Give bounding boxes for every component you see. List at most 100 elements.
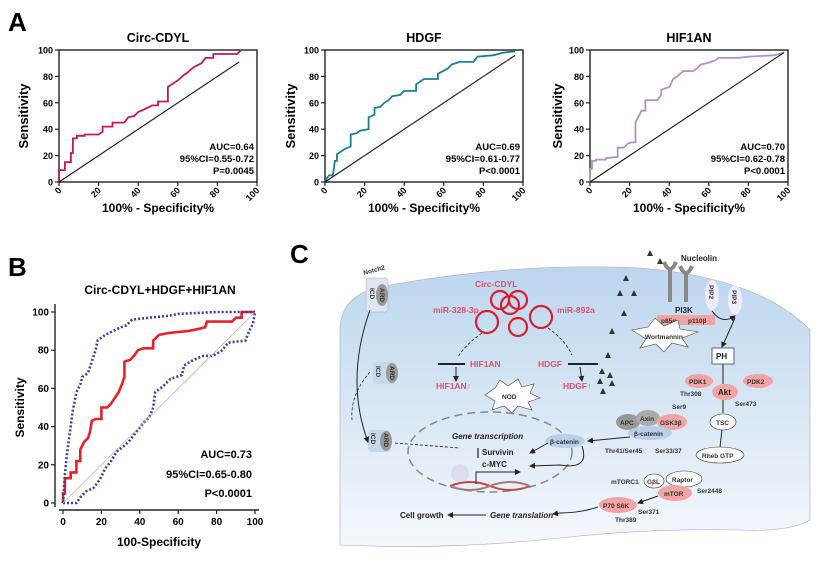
y-tick-label: 60: [309, 98, 319, 108]
gene-transcription-label: Gene transcription: [452, 432, 523, 441]
x-tick-label: 60: [168, 185, 182, 199]
axin-label: Axin: [640, 416, 654, 423]
nucleolin-ligands: [597, 250, 663, 394]
ser473-label: Ser473: [735, 401, 757, 408]
x-axis-label: 100% - Specificity%: [368, 201, 480, 215]
notch2-receptor: Notch2 ICD ARD: [363, 264, 389, 313]
y-tick-label: 20: [38, 460, 50, 471]
roc-chart-hif1an: HIF1AN 0 20 40 60 80 100 0 20 40 60 80 100 100% - Spe…: [550, 31, 792, 215]
nucleolin-receptors: [662, 261, 694, 302]
x-tick-label: 80: [474, 185, 488, 199]
y-tick-label: 80: [309, 72, 319, 82]
y-tick-label: 40: [38, 422, 50, 433]
nucleus: [407, 411, 573, 493]
x-tick-label: 60: [173, 517, 185, 528]
mtor-label: mTOR: [664, 491, 684, 498]
bcatenin-complex-label: β-catenin: [634, 431, 663, 438]
x-tick-label: 60: [699, 185, 713, 199]
x-tick-label: 0: [584, 185, 595, 196]
x-tick-label: 0: [53, 185, 64, 196]
p85-label: p85α: [661, 318, 676, 325]
hdgf-up-label: HDGF↑: [563, 381, 591, 391]
ser33-label: Ser33/37: [655, 448, 682, 455]
pathway-diagram: Notch2 ICD ARD ICD ARD ICD ARD Circ-CDYL…: [339, 250, 811, 547]
panel-label-a: A: [8, 7, 27, 37]
roc-chart-combined: Circ-CDYL+HDGF+HIF1AN 0 20 40 60 80 100 0 20 40 60…: [13, 283, 264, 549]
ph-label: PH: [716, 352, 727, 361]
roc-series-ci-lower: [63, 311, 257, 505]
gsk3b-label: GSK3β: [660, 420, 682, 427]
bcatenin-free-label: β-catenin: [550, 439, 579, 446]
y-tick-label: 20: [43, 151, 53, 161]
hdgf-label: HDGF: [538, 359, 562, 369]
x-tick-label: 0: [60, 517, 66, 528]
y-tick-label: 0: [48, 178, 53, 188]
y-tick-label: 40: [43, 125, 53, 135]
pip2-label: PIP2: [707, 285, 714, 299]
stat-label: AUC=0.69: [475, 142, 520, 153]
roc-series-reference: [589, 52, 785, 183]
y-tick-label: 80: [43, 72, 53, 82]
panel-label-c: C: [290, 239, 309, 269]
y-tick-label: 0: [314, 178, 319, 188]
y-tick-label: 80: [38, 346, 50, 357]
circ-cdyl-rings: [474, 289, 554, 338]
icd-label: ICD: [368, 288, 375, 300]
x-axis-label: 100% - Specificity%: [633, 201, 745, 215]
y-axis-label: Sensitivity: [13, 377, 27, 437]
pdk2-label: PDK2: [747, 379, 765, 386]
x-tick-label: 40: [659, 185, 673, 199]
wortmannin-burst: [631, 317, 700, 353]
hif1an-label: HIF1AN: [470, 359, 501, 369]
y-tick-label: 0: [43, 499, 49, 510]
chart-title: Circ-CDYL+HDGF+HIF1AN: [84, 283, 235, 297]
x-tick-label: 60: [434, 185, 448, 199]
ard-label-2: ARD: [388, 366, 395, 380]
roc-series-reference: [58, 61, 240, 183]
roc-series-step: [58, 49, 242, 182]
circ-cdyl-label: Circ-CDYL: [475, 279, 518, 289]
x-tick-label: 80: [208, 185, 222, 199]
x-tick-label: 100: [510, 185, 528, 203]
notch-icd-cytoplasm: ICD ARD: [373, 362, 398, 384]
rheb-label: Rheb GTP: [702, 453, 734, 460]
icd-label-2: ICD: [374, 366, 381, 378]
ser371-label: Ser371: [638, 509, 660, 516]
cmyc-label: c-MYC: [482, 460, 507, 469]
y-tick-label: 60: [38, 384, 50, 395]
y-tick-label: 20: [309, 151, 319, 161]
nod-label: NOD: [502, 394, 517, 401]
x-tick-label: 20: [96, 517, 108, 528]
x-tick-label: 40: [134, 517, 146, 528]
nucleolin-label: Nucleolin: [681, 254, 717, 263]
stat-label: P<0.0001: [744, 166, 786, 177]
y-axis-label: Sensitivity: [283, 83, 298, 149]
plot-frame: [58, 49, 258, 183]
chart-title: HIF1AN: [666, 31, 711, 45]
y-tick-label: 100: [569, 46, 584, 56]
x-tick-label: 40: [128, 185, 142, 199]
roc-series-ci-upper: [61, 310, 255, 504]
x-tick-label: 20: [355, 185, 369, 199]
hif1an-up-label: HIF1AN↑: [436, 381, 471, 391]
mtorc1-label: mTORC1: [611, 479, 639, 486]
pdk1-label: PDK1: [689, 379, 707, 386]
apc-label: APC: [620, 420, 634, 427]
x-tick-label: 0: [319, 185, 330, 196]
x-tick-label: 40: [394, 185, 408, 199]
roc-series-step: [324, 50, 516, 183]
x-tick-label: 100: [247, 517, 264, 528]
ser2448-label: Ser2448: [697, 488, 722, 495]
y-tick-label: 0: [579, 178, 584, 188]
y-tick-label: 60: [43, 98, 53, 108]
notch-icd-nucleus: ICD ARD: [368, 430, 392, 452]
x-tick-label: 100: [775, 185, 793, 203]
x-tick-label: 20: [89, 185, 103, 199]
wortmannin-label: Wortmannin: [645, 334, 683, 341]
gene-translation-label: Gene translation: [490, 511, 553, 520]
thr308-label: Thr308: [680, 391, 702, 398]
x-axis-label: 100% - Specificity%: [102, 201, 214, 215]
nod-burst: [484, 378, 541, 414]
roc-series-step: [61, 310, 255, 503]
